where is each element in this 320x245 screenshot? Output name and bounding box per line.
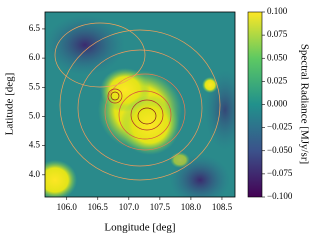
y-tick-label: 6.5 xyxy=(29,23,41,33)
x-axis-label: Longitude [deg] xyxy=(104,222,175,234)
colorbar-tick-label: −0.100 xyxy=(267,191,293,201)
colorbar-tick-label: 0.050 xyxy=(267,52,288,62)
x-tick-label: 107.0 xyxy=(119,202,140,212)
chart: Longitude [deg] Latitude [deg] Spectral … xyxy=(4,6,311,234)
x-tick-label: 107.5 xyxy=(150,202,171,212)
x-tick-label: 108.0 xyxy=(181,202,202,212)
y-axis-label: Latitude [deg] xyxy=(4,73,16,136)
y-tick-label: 4.0 xyxy=(29,169,41,179)
y-tick-label: 6.0 xyxy=(29,52,41,62)
colorbar-tick-label: 0.025 xyxy=(267,75,288,85)
colorbar-tick-label: 0.075 xyxy=(267,29,288,39)
colorbar xyxy=(247,11,263,198)
y-tick-label: 4.5 xyxy=(29,140,41,150)
y-tick-label: 5.0 xyxy=(29,111,41,121)
x-tick-label: 106.0 xyxy=(57,202,78,212)
colorbar-tick-label: −0.075 xyxy=(267,168,293,178)
colorbar-tick-label: 0.000 xyxy=(267,99,288,109)
colorbar-label: Spectral Radiance [MJy/sr] xyxy=(298,44,310,164)
x-tick-label: 108.5 xyxy=(212,202,233,212)
colorbar-tick-label: −0.025 xyxy=(267,122,293,132)
heatmap-image xyxy=(45,12,235,197)
x-tick-label: 106.5 xyxy=(88,202,109,212)
y-tick-label: 5.5 xyxy=(29,81,41,91)
plot-frame xyxy=(44,11,236,198)
colorbar-tick-label: 0.100 xyxy=(267,6,288,16)
colorbar-tick-label: −0.050 xyxy=(267,145,293,155)
